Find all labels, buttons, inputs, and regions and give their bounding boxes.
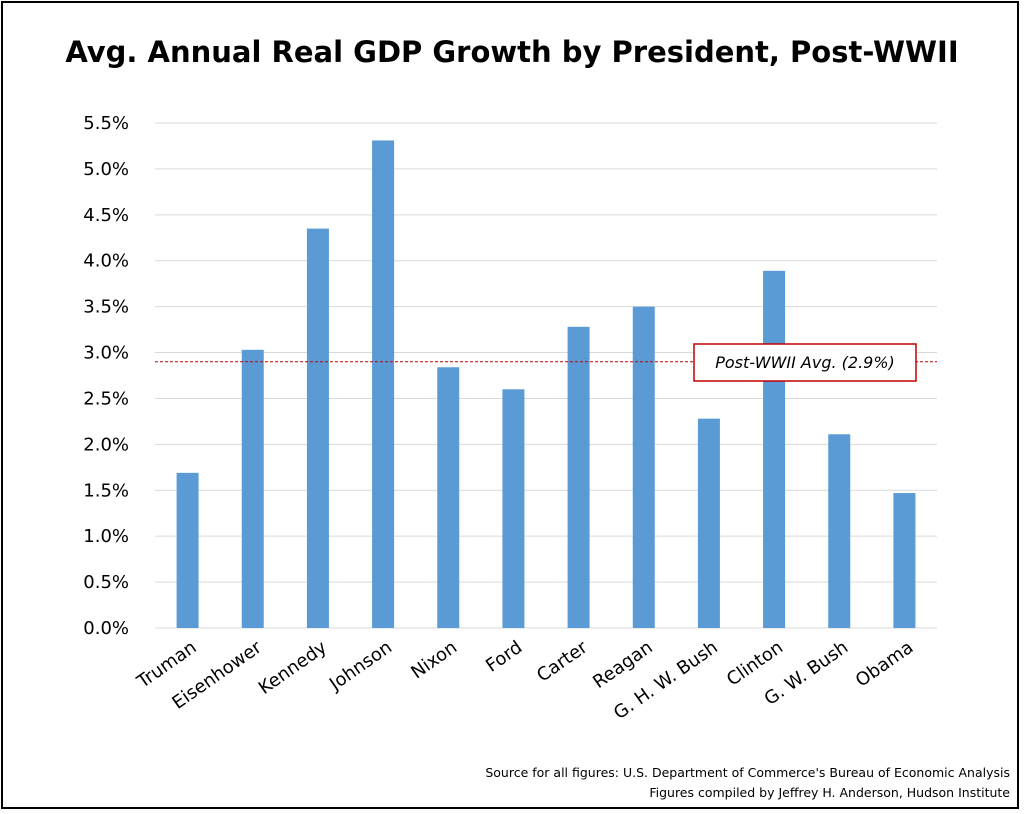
chart-title: Avg. Annual Real GDP Growth by President… — [65, 35, 958, 69]
bar-obama — [893, 493, 916, 628]
x-tick-label: Nixon — [407, 637, 461, 683]
y-tick-label: 3.0% — [83, 343, 129, 364]
bar-kennedy — [306, 228, 329, 628]
average-label: Post-WWII Avg. (2.9%) — [715, 353, 895, 372]
bar-carter — [567, 326, 590, 628]
y-tick-label: 0.5% — [83, 572, 129, 593]
y-tick-label: 0.0% — [83, 618, 129, 639]
x-tick-label: Kennedy — [255, 637, 331, 699]
y-tick-label: 2.5% — [83, 388, 129, 409]
x-tick-label: Carter — [533, 637, 592, 687]
y-tick-label: 5.0% — [83, 159, 129, 180]
average-label-box — [693, 343, 917, 382]
bar-reagan — [632, 306, 655, 628]
bar-g-h-w-bush — [697, 418, 720, 628]
y-tick-label: 5.5% — [83, 113, 129, 134]
x-tick-label: Johnson — [325, 637, 396, 695]
bar-nixon — [437, 367, 460, 628]
y-tick-label: 2.0% — [83, 434, 129, 455]
x-tick-label: Ford — [482, 637, 526, 677]
y-tick-label: 3.5% — [83, 297, 129, 318]
bar-ford — [502, 389, 525, 628]
bar-eisenhower — [241, 349, 264, 628]
y-tick-label: 4.0% — [83, 251, 129, 272]
y-tick-label: 1.0% — [83, 526, 129, 547]
source-line-1: Source for all figures: U.S. Department … — [485, 765, 1010, 780]
bar-truman — [176, 472, 199, 628]
source-line-2: Figures compiled by Jeffrey H. Anderson,… — [649, 785, 1010, 800]
x-tick-label: Obama — [852, 637, 917, 692]
bar-johnson — [372, 140, 395, 629]
y-tick-label: 4.5% — [83, 205, 129, 226]
bar-g-w-bush — [828, 434, 851, 628]
y-tick-label: 1.5% — [83, 480, 129, 501]
bar-clinton — [763, 270, 786, 628]
